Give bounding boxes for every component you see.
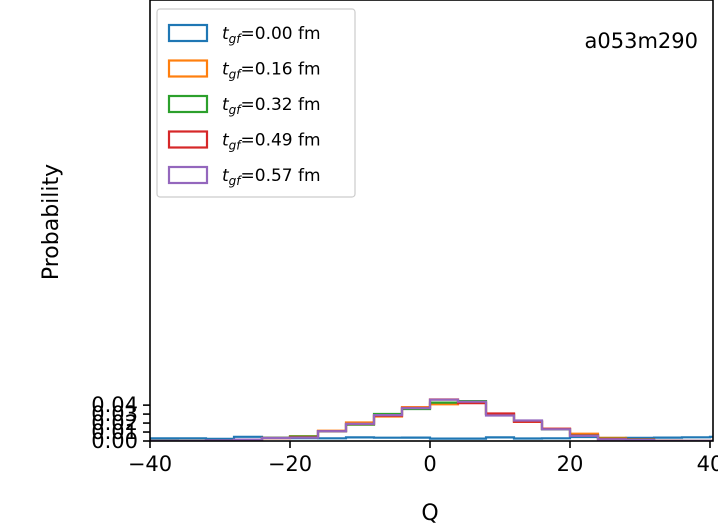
series-layer: [150, 398, 713, 441]
legend-swatch-0: [167, 23, 209, 43]
x-axis-label: Q: [421, 501, 438, 526]
x-tick-label: 40: [697, 452, 718, 476]
y-tick-label: 0.02: [91, 411, 138, 435]
legend-swatch-3: [167, 130, 209, 149]
legend-swatch-4: [167, 165, 209, 185]
series-line-4: [150, 398, 713, 441]
x-axis-ticks: −40 −20 0 20 40: [128, 441, 718, 476]
legend-box: [156, 8, 356, 198]
y-tick-label: 0.01: [91, 420, 138, 444]
chart-annotation: a053m290: [585, 29, 699, 53]
legend-label-3: tgf=0.49 fm: [222, 131, 321, 153]
legend: tgf=0.00 fm tgf=0.16 fm tgf=0.32 fm tgf=0.4…: [156, 8, 356, 198]
series-line-3: [150, 398, 713, 441]
y-tick-label: 0.04: [91, 393, 138, 417]
x-tick-label: −20: [268, 452, 312, 476]
legend-label-4: tgf=0.57 fm: [222, 166, 321, 188]
y-axis-ticks: 0.000.010.020.030.04: [91, 393, 150, 453]
legend-swatch-1: [167, 59, 209, 78]
y-axis-label: Probability: [39, 164, 64, 280]
plot-frame: [149, 0, 714, 442]
legend-label-2: tgf=0.32 fm: [222, 95, 321, 117]
legend-label-0: tgf=0.00 fm: [222, 24, 321, 46]
legend-swatch-2: [167, 94, 209, 114]
x-tick-label: 20: [557, 452, 584, 476]
x-tick-label: −40: [128, 452, 172, 476]
y-tick-label: 0.03: [91, 402, 138, 426]
x-tick-label: 0: [423, 452, 436, 476]
y-tick-label: 0.00: [91, 429, 138, 453]
legend-label-1: tgf=0.16 fm: [222, 60, 321, 82]
